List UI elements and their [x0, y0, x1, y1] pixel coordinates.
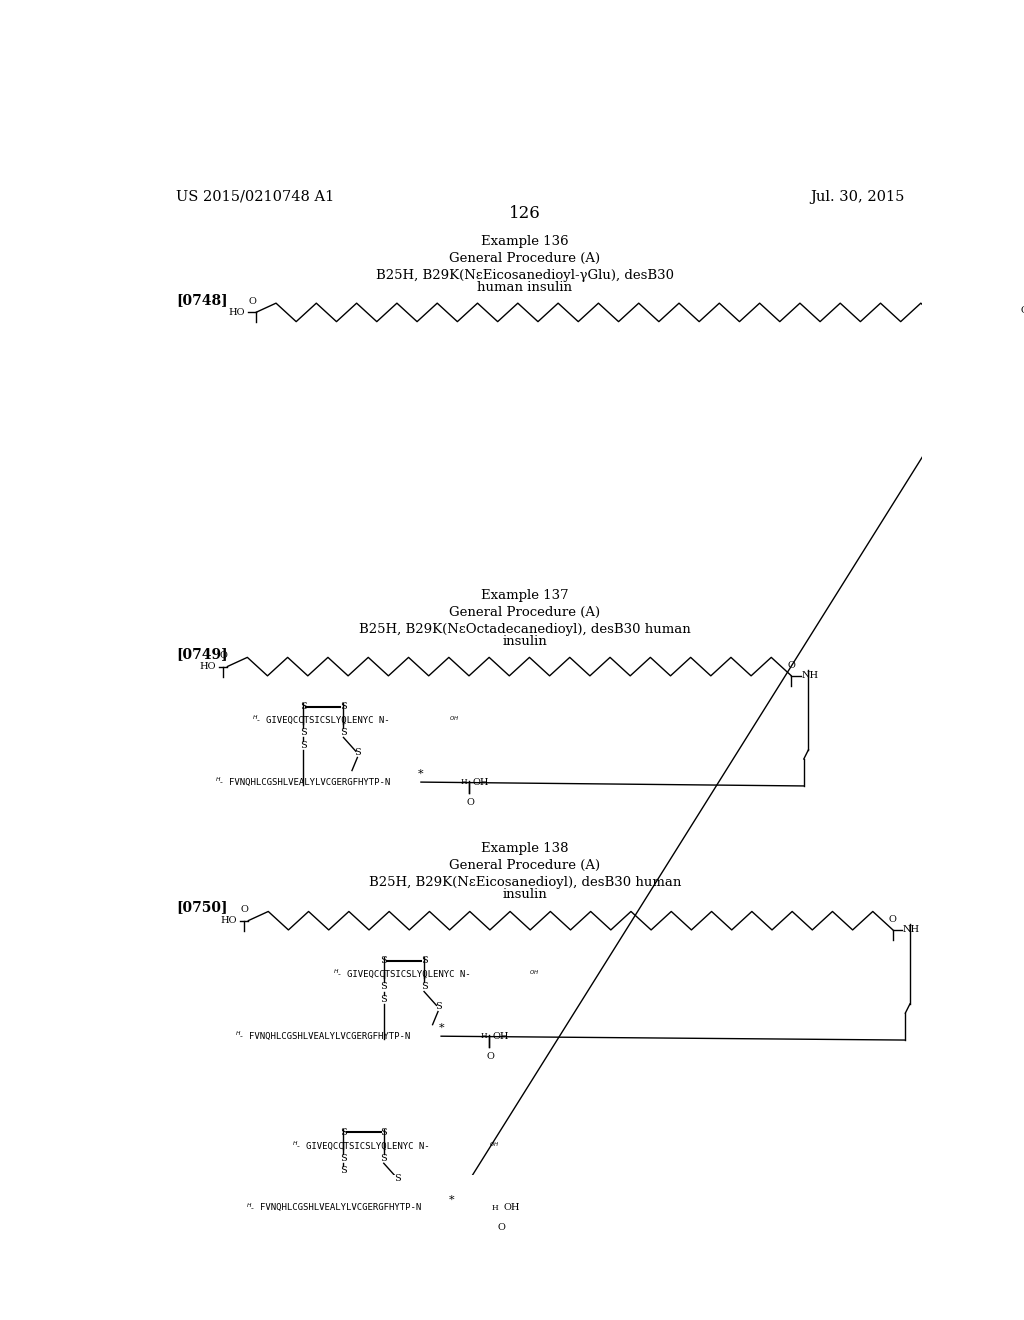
- Text: S: S: [380, 1154, 387, 1163]
- Text: $^{OH}$: $^{OH}$: [529, 970, 540, 978]
- Text: GIVEQCCTSICSLYQLENYC N-: GIVEQCCTSICSLYQLENYC N-: [266, 715, 389, 725]
- Text: $^{H}$-: $^{H}$-: [252, 717, 261, 725]
- Text: *: *: [418, 768, 424, 779]
- Text: S: S: [380, 995, 387, 1003]
- Text: O: O: [249, 297, 257, 306]
- Text: O: O: [241, 906, 248, 915]
- Text: H: H: [461, 777, 467, 787]
- Text: human insulin: human insulin: [477, 281, 572, 294]
- Text: US 2015/0210748 A1: US 2015/0210748 A1: [176, 190, 334, 203]
- Text: S: S: [380, 982, 387, 991]
- Text: OH: OH: [493, 1032, 509, 1040]
- Text: O: O: [787, 660, 796, 669]
- Text: OH: OH: [503, 1204, 519, 1212]
- Text: HO: HO: [228, 308, 245, 317]
- Text: S: S: [300, 702, 306, 711]
- Text: Jul. 30, 2015: Jul. 30, 2015: [810, 190, 904, 203]
- Text: S: S: [340, 1167, 347, 1175]
- Text: $^{H}$-: $^{H}$-: [292, 1142, 302, 1150]
- Text: GIVEQCCTSICSLYQLENYC N-: GIVEQCCTSICSLYQLENYC N-: [306, 1142, 430, 1151]
- Text: $^{H}$-: $^{H}$-: [234, 1032, 245, 1040]
- Text: GIVEQCCTSICSLYQLENYC N-: GIVEQCCTSICSLYQLENYC N-: [346, 970, 470, 979]
- Text: $^{H}$-: $^{H}$-: [333, 970, 342, 978]
- Text: H: H: [492, 1204, 498, 1212]
- Text: S: S: [340, 1129, 347, 1137]
- Text: S: S: [421, 956, 427, 965]
- Text: O: O: [498, 1224, 506, 1233]
- Text: General Procedure (A): General Procedure (A): [450, 859, 600, 871]
- Text: *: *: [450, 1195, 455, 1204]
- Text: O: O: [1021, 306, 1024, 315]
- Text: S: S: [354, 748, 360, 758]
- Text: [0748]: [0748]: [176, 293, 227, 308]
- Text: General Procedure (A): General Procedure (A): [450, 252, 600, 265]
- Text: H: H: [480, 1032, 487, 1040]
- Text: NH: NH: [802, 672, 818, 680]
- Text: S: S: [421, 982, 427, 991]
- Text: $^{H}$-: $^{H}$-: [246, 1204, 255, 1212]
- Text: S: S: [434, 1002, 441, 1011]
- Text: $^{OH}$: $^{OH}$: [489, 1142, 500, 1150]
- Text: FVNQHLCGSHLVEALYLVCGERGFHYTP-N: FVNQHLCGSHLVEALYLVCGERGFHYTP-N: [260, 1204, 421, 1212]
- Text: [0749]: [0749]: [176, 647, 227, 661]
- Text: OH: OH: [472, 777, 488, 787]
- Text: General Procedure (A): General Procedure (A): [450, 606, 600, 619]
- Text: B25H, B29K(NεEicosanedioyl-γGlu), desB30: B25H, B29K(NεEicosanedioyl-γGlu), desB30: [376, 269, 674, 282]
- Text: 126: 126: [509, 206, 541, 222]
- Text: FVNQHLCGSHLVEALYLVCGERGFHYTP-N: FVNQHLCGSHLVEALYLVCGERGFHYTP-N: [228, 777, 390, 787]
- Text: S: S: [300, 741, 306, 750]
- Text: *: *: [438, 1023, 444, 1032]
- Text: $^{OH}$: $^{OH}$: [449, 717, 459, 725]
- Text: B25H, B29K(NεEicosanedioyl), desB30 human: B25H, B29K(NεEicosanedioyl), desB30 huma…: [369, 875, 681, 888]
- Text: S: S: [340, 1154, 347, 1163]
- Text: O: O: [486, 1052, 495, 1061]
- Text: HO: HO: [221, 916, 238, 925]
- Text: [0750]: [0750]: [176, 900, 227, 913]
- Text: S: S: [300, 729, 306, 738]
- Text: S: S: [340, 729, 347, 738]
- Text: insulin: insulin: [503, 635, 547, 648]
- Text: O: O: [219, 651, 227, 660]
- Text: B25H, B29K(NεOctadecanedioyl), desB30 human: B25H, B29K(NεOctadecanedioyl), desB30 hu…: [359, 623, 690, 636]
- Text: Example 136: Example 136: [481, 235, 568, 248]
- Text: O: O: [467, 797, 474, 807]
- Text: O: O: [889, 915, 897, 924]
- Text: insulin: insulin: [503, 888, 547, 902]
- Text: FVNQHLCGSHLVEALYLVCGERGFHYTP-N: FVNQHLCGSHLVEALYLVCGERGFHYTP-N: [249, 1032, 411, 1040]
- Text: HO: HO: [200, 663, 216, 671]
- Text: S: S: [380, 956, 387, 965]
- Text: NH: NH: [903, 925, 921, 935]
- Text: S: S: [394, 1175, 401, 1183]
- Text: Example 138: Example 138: [481, 842, 568, 855]
- Text: Example 137: Example 137: [481, 589, 568, 602]
- Text: S: S: [380, 1129, 387, 1137]
- Text: $^{H}$-: $^{H}$-: [215, 777, 224, 787]
- Text: S: S: [340, 702, 347, 711]
